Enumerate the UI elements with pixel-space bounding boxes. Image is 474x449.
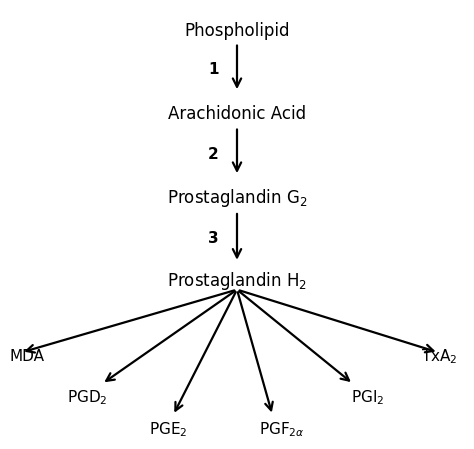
Text: 3: 3 bbox=[208, 231, 219, 247]
Text: Prostaglandin H$_2$: Prostaglandin H$_2$ bbox=[167, 270, 307, 291]
Text: PGI$_2$: PGI$_2$ bbox=[351, 388, 384, 407]
Text: MDA: MDA bbox=[9, 349, 45, 365]
Text: PGF$_{2\alpha}$: PGF$_{2\alpha}$ bbox=[259, 421, 305, 440]
Text: PGD$_2$: PGD$_2$ bbox=[67, 388, 108, 407]
Text: TxA$_2$: TxA$_2$ bbox=[421, 348, 457, 366]
Text: 1: 1 bbox=[208, 62, 219, 77]
Text: Arachidonic Acid: Arachidonic Acid bbox=[168, 106, 306, 123]
Text: 2: 2 bbox=[208, 147, 219, 163]
Text: PGE$_2$: PGE$_2$ bbox=[149, 421, 188, 440]
Text: Phospholipid: Phospholipid bbox=[184, 22, 290, 40]
Text: Prostaglandin G$_2$: Prostaglandin G$_2$ bbox=[167, 187, 307, 208]
